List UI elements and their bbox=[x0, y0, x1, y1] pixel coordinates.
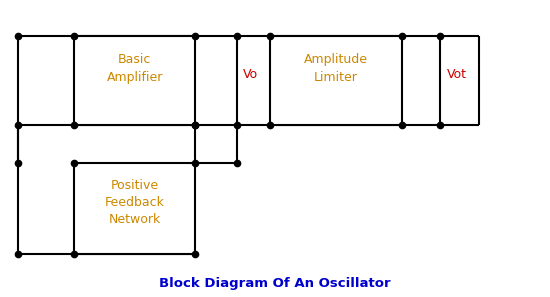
Text: Vo: Vo bbox=[243, 68, 258, 81]
Text: Vot: Vot bbox=[447, 68, 466, 81]
Bar bbox=[270, 36, 402, 125]
Bar bbox=[74, 36, 195, 125]
Text: Basic
Amplifier: Basic Amplifier bbox=[107, 53, 163, 84]
Bar bbox=[74, 163, 195, 254]
Text: Amplitude
Limiter: Amplitude Limiter bbox=[304, 53, 367, 84]
Text: Block Diagram Of An Oscillator: Block Diagram Of An Oscillator bbox=[159, 277, 391, 290]
Text: Positive
Feedback
Network: Positive Feedback Network bbox=[105, 179, 164, 226]
